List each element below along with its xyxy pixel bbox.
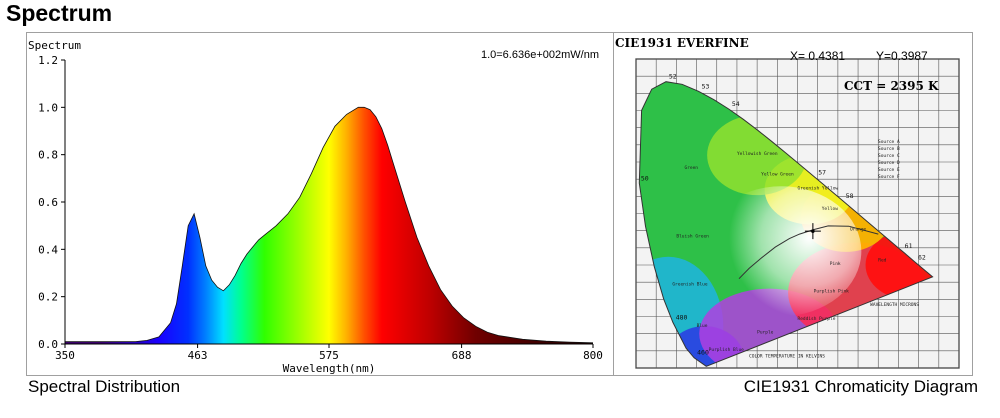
region-label: Yellow Green <box>761 172 794 178</box>
scale-annotation: 1.0=6.636e+002mW/nm <box>481 49 599 61</box>
cie-region-labels: Green Yellowish Green Yellow Green Greenish… <box>672 139 919 360</box>
region-label: Bluish Green <box>676 234 709 240</box>
spectrum-chart: 350 463 575 688 800 0.0 0.2 0.4 0.6 0.8 1.0 1.2 Spe… <box>28 39 603 375</box>
spectrum-line <box>65 106 594 344</box>
spectral-label: 54 <box>732 100 740 108</box>
region-label: WAVELENGTH MICRONS <box>870 302 919 308</box>
spectral-label: 50 <box>641 174 649 182</box>
cie-fill-white <box>701 186 862 317</box>
y-coordinate-readout: Y=0.3987 <box>876 49 928 63</box>
source-label: Source D <box>878 160 900 166</box>
y-tick-label: 0.4 <box>38 243 58 256</box>
spectrum-caption: Spectral Distribution <box>28 377 181 396</box>
spectral-label: 58 <box>846 192 854 200</box>
source-label: Source B <box>878 146 900 152</box>
chromaticity-point-layer <box>804 223 821 240</box>
region-label: Pink <box>830 261 841 267</box>
x-tick-label: 575 <box>319 349 339 362</box>
y-tick-label: 1.2 <box>38 54 58 67</box>
x-tick-label: 688 <box>452 349 472 362</box>
spectral-label: 57 <box>818 168 826 176</box>
region-label: Yellowish Green <box>737 151 778 157</box>
y-tick-label: 1.0 <box>38 101 58 114</box>
spectral-label: 52 <box>669 73 677 81</box>
chromaticity-point <box>811 229 815 233</box>
y-axis-label: Spectrum <box>28 39 81 52</box>
region-label: Reddish Purple <box>798 316 836 322</box>
source-label: Source A <box>878 139 900 145</box>
region-label: Green <box>684 165 698 171</box>
spectrum-area-layer <box>65 106 594 344</box>
x-tick-label: 800 <box>583 349 603 362</box>
region-label: Purplish Blue <box>709 347 745 353</box>
region-label: Greenish Blue <box>672 282 708 288</box>
spectral-label: 53 <box>702 82 710 90</box>
region-label: Greenish Yellow <box>798 185 839 191</box>
spectrum-ticks-layer: 350 463 575 688 800 0.0 0.2 0.4 0.6 0.8 1.0 1.2 <box>38 54 603 362</box>
region-label: Orange <box>850 227 867 233</box>
cie-chromaticity-diagram: 460 480 50 52 53 54 57 58 61 62 Green Yellowish Gr… <box>615 36 960 369</box>
x-coordinate-readout: X= 0.4381 <box>790 49 845 63</box>
planckian-locus <box>738 225 879 280</box>
region-label: Red <box>878 258 886 264</box>
region-label: Purple <box>757 330 774 336</box>
source-label: Source F <box>878 174 900 180</box>
cie-header: CIE1931 EVERFINE <box>615 36 749 50</box>
spectral-label: 61 <box>905 242 913 250</box>
x-tick-label: 350 <box>55 349 75 362</box>
cie-diagram-panel: 460 480 50 52 53 54 57 58 61 62 Green Yellowish Gr… <box>614 32 973 376</box>
cie-spectral-labels: 460 480 50 52 53 54 57 58 61 62 <box>641 73 926 357</box>
cie-caption: CIE1931 Chromaticity Diagram <box>743 377 978 396</box>
y-tick-label: 0.6 <box>38 196 58 209</box>
x-axis-label: Wavelength(nm) <box>283 362 376 375</box>
region-label: Purplish Pink <box>814 288 850 294</box>
region-label: Blue <box>697 323 708 329</box>
y-tick-label: 0.2 <box>38 291 58 304</box>
source-label: Source C <box>878 153 900 159</box>
spectral-label: 62 <box>918 253 926 261</box>
spectral-label: 480 <box>676 313 688 321</box>
spectral-locus-outline <box>638 81 934 367</box>
source-label: Source E <box>878 167 900 173</box>
y-tick-label: 0.0 <box>38 338 58 351</box>
cct-readout: CCT = 2395 K <box>844 79 939 93</box>
spectrum-chart-panel: 350 463 575 688 800 0.0 0.2 0.4 0.6 0.8 1.0 1.2 Spe… <box>26 32 614 376</box>
region-label: Yellow <box>822 206 839 212</box>
cie-fill-red <box>865 230 933 300</box>
region-label: COLOR TEMPERATURE IN KELVINS <box>749 354 825 360</box>
page-title: Spectrum <box>6 0 113 26</box>
spectrum-area <box>65 107 593 344</box>
x-tick-label: 463 <box>188 349 208 362</box>
spectral-label: 460 <box>697 349 709 357</box>
y-tick-label: 0.8 <box>38 149 58 162</box>
